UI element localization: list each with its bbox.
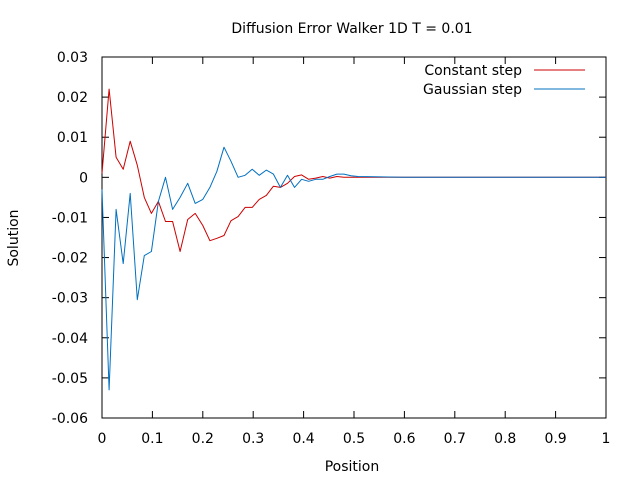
x-tick-label: 0.2 — [192, 431, 214, 447]
y-tick-label: 0.01 — [57, 130, 88, 146]
y-tick-label: -0.04 — [52, 331, 88, 347]
y-tick-label: -0.03 — [52, 291, 88, 307]
y-tick-label: 0 — [79, 170, 88, 186]
x-tick-label: 1 — [602, 431, 611, 447]
x-tick-label: 0.4 — [292, 431, 314, 447]
series-line-gaussian-step — [101, 146, 606, 391]
x-tick-label: 0 — [98, 431, 107, 447]
y-tick-label: -0.01 — [52, 210, 88, 226]
legend: Constant step Gaussian step — [423, 63, 585, 98]
x-tick-label: 0.9 — [544, 431, 566, 447]
axis-ticks — [101, 56, 607, 419]
y-tick-label: -0.05 — [52, 371, 88, 387]
x-tick-label: 0.7 — [444, 431, 466, 447]
y-axis-label: Solution — [6, 209, 22, 266]
x-tick-label: 0.8 — [494, 431, 516, 447]
series-line-constant-step — [101, 88, 606, 252]
chart-title: Diffusion Error Walker 1D T = 0.01 — [231, 21, 472, 37]
x-tick-label: 0.3 — [242, 431, 264, 447]
plot-frame — [101, 56, 607, 419]
x-tick-label: 0.6 — [393, 431, 415, 447]
legend-label-constant-step: Constant step — [424, 63, 522, 79]
legend-label-gaussian-step: Gaussian step — [423, 82, 522, 98]
y-tick-label: -0.06 — [52, 411, 88, 427]
series-lines — [101, 88, 606, 391]
y-tick-label: -0.02 — [52, 251, 88, 267]
x-tick-label: 0.1 — [141, 431, 163, 447]
x-axis-label: Position — [325, 459, 380, 475]
y-tick-label: 0.02 — [57, 90, 88, 106]
y-tick-label: 0.03 — [57, 50, 88, 66]
x-tick-labels: 0 0.1 0.2 0.3 0.4 0.5 0.6 0.7 0.8 0.9 1 — [98, 431, 611, 447]
y-tick-labels: -0.06 -0.05 -0.04 -0.03 -0.02 -0.01 0 0.01 0.02 0… — [52, 50, 88, 427]
x-tick-label: 0.5 — [343, 431, 365, 447]
